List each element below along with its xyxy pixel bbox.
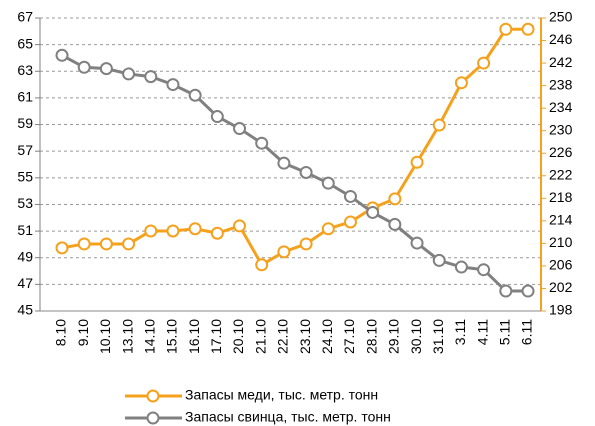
marker [321,222,335,236]
y-tick-label: 55 [17,169,33,185]
marker [321,176,335,190]
legend-marker [146,411,160,425]
marker [77,60,91,74]
marker [410,236,424,250]
marker [210,110,224,124]
marker [454,260,468,274]
marker [277,156,291,170]
marker [122,67,136,81]
marker [144,70,158,84]
y2-tick-label: 210 [549,234,573,250]
y2-tick-label: 218 [549,189,573,205]
x-tick-label: 14.10 [141,319,157,354]
marker [233,122,247,136]
marker [277,245,291,259]
marker [77,237,91,251]
x-tick-label: 4.11 [474,319,490,345]
x-tick-label: 22.10 [275,319,291,354]
x-tick-label: 16.10 [186,319,202,354]
y-tick-label: 51 [17,222,33,238]
marker [144,224,158,238]
x-tick-label: 17.10 [208,319,224,354]
marker [366,205,380,219]
x-tick-label: 5.11 [497,319,513,345]
marker [410,155,424,169]
x-tick-label: 3.11 [452,319,468,345]
y-tick-label: 63 [17,62,33,78]
marker [477,263,491,277]
marker [166,224,180,238]
y-tick-label: 67 [17,9,33,25]
x-tick-label: 10.10 [97,319,113,354]
marker [233,219,247,233]
marker [343,189,357,203]
marker [188,88,202,102]
marker [454,76,468,90]
y-tick-label: 53 [17,195,33,211]
y2-tick-label: 202 [549,279,573,295]
marker [166,78,180,92]
y2-tick-label: 230 [549,121,573,137]
series-line [61,53,528,293]
x-tick-label: 30.10 [408,319,424,354]
marker [55,241,69,255]
y-tick-label: 57 [17,142,33,158]
y-tick-label: 45 [17,302,33,318]
y-tick-label: 59 [17,115,33,131]
marker [521,22,535,36]
x-tick-label: 6.11 [519,319,535,345]
x-tick-label: 20.10 [230,319,246,354]
marker [188,222,202,236]
x-tick-label: 8.10 [53,319,69,346]
marker [55,48,69,62]
marker [99,237,113,251]
marker [388,217,402,231]
y-tick-label: 61 [17,89,33,105]
y-tick-label: 65 [17,35,33,51]
y2-tick-label: 234 [549,99,573,115]
x-tick-label: 31.10 [430,319,446,354]
x-tick-label: 13.10 [119,319,135,354]
y2-tick-label: 238 [549,76,573,92]
y2-tick-label: 206 [549,257,573,273]
series-line [61,27,528,267]
marker [432,253,446,267]
legend-marker [146,389,160,403]
marker [343,215,357,229]
marker [210,226,224,240]
x-tick-label: 21.10 [252,319,268,354]
x-tick-label: 9.10 [75,319,91,346]
y2-tick-label: 250 [549,9,573,25]
marker [255,258,269,272]
legend-label: Запасы свинца, тыс. метр. тонн [185,409,391,425]
marker [499,22,513,36]
y2-tick-label: 214 [549,212,573,228]
y2-tick-label: 242 [549,54,573,70]
x-tick-label: 15.10 [164,319,180,354]
y-tick-label: 49 [17,248,33,264]
marker [122,237,136,251]
x-tick-label: 23.10 [297,319,313,354]
marker [388,192,402,206]
marker [521,284,535,298]
x-tick-label: 28.10 [363,319,379,354]
legend-label: Запасы меди, тыс. метр. тонн [185,387,378,403]
marker [99,62,113,76]
marker [499,284,513,298]
marker [299,237,313,251]
y2-tick-label: 222 [549,166,573,182]
x-tick-label: 29.10 [386,319,402,354]
y-tick-label: 47 [17,275,33,291]
marker [477,56,491,70]
marker [299,165,313,179]
marker [432,118,446,132]
x-tick-label: 24.10 [319,319,335,354]
y2-tick-label: 226 [549,144,573,160]
y2-tick-label: 246 [549,31,573,47]
y2-tick-label: 198 [549,302,573,318]
x-tick-label: 27.10 [341,319,357,354]
marker [255,136,269,150]
